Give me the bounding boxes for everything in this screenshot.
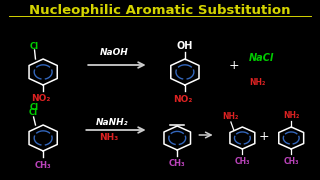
Text: CH₃: CH₃ bbox=[284, 156, 299, 165]
Text: CH₃: CH₃ bbox=[235, 156, 250, 165]
Text: Cl: Cl bbox=[30, 42, 39, 51]
Text: Cl: Cl bbox=[30, 102, 39, 111]
Text: Cl: Cl bbox=[29, 107, 38, 116]
Text: NH₃: NH₃ bbox=[100, 132, 119, 141]
Text: NaNH₂: NaNH₂ bbox=[96, 118, 128, 127]
Text: NO₂: NO₂ bbox=[32, 93, 51, 102]
Text: NH₂: NH₂ bbox=[223, 111, 239, 120]
Text: NaCl: NaCl bbox=[249, 53, 274, 63]
Text: +: + bbox=[228, 58, 239, 71]
Text: OH: OH bbox=[177, 41, 193, 51]
Text: NaOH: NaOH bbox=[100, 48, 128, 57]
Text: +: + bbox=[258, 129, 269, 143]
Text: NO₂: NO₂ bbox=[173, 94, 193, 103]
Text: NH₂: NH₂ bbox=[283, 111, 300, 120]
Text: CH₃: CH₃ bbox=[35, 161, 52, 170]
Text: Nucleophilic Aromatic Substitution: Nucleophilic Aromatic Substitution bbox=[29, 3, 291, 17]
Text: NH₂: NH₂ bbox=[250, 78, 266, 87]
Text: CH₃: CH₃ bbox=[169, 159, 186, 168]
